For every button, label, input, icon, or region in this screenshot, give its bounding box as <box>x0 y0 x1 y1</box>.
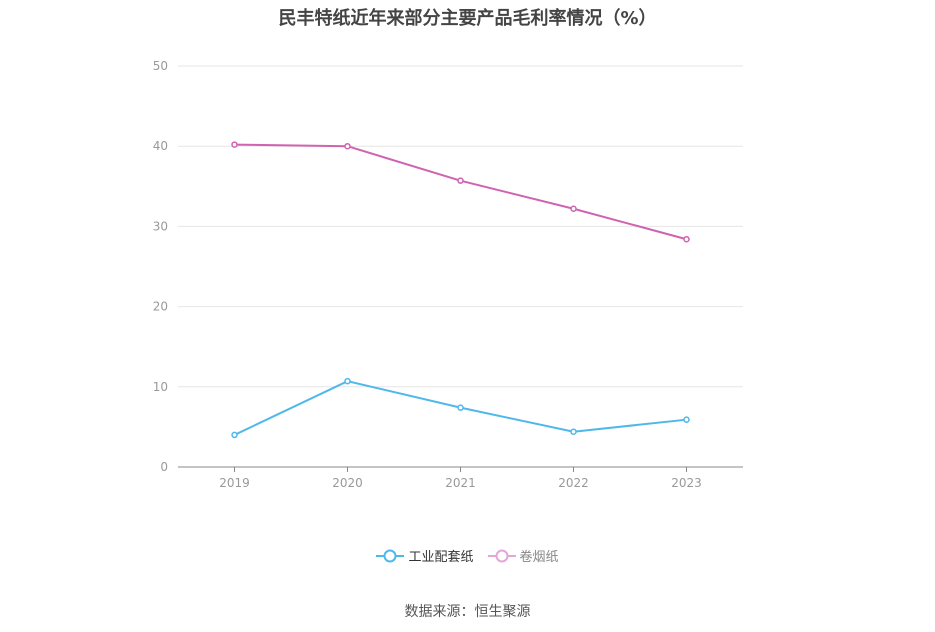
chart-title: 民丰特纸近年来部分主要产品毛利率情况（%） <box>278 8 657 29</box>
data-point-industrial-2020 <box>344 377 351 385</box>
y-tick-label-20: 20 <box>153 300 168 314</box>
x-tick-label-2022: 2022 <box>558 476 589 490</box>
x-tick-label-2019: 2019 <box>219 476 250 490</box>
y-tick-label-40: 40 <box>153 139 168 153</box>
x-tick-label-2021: 2021 <box>445 476 476 490</box>
data-point-cigarette-2021 <box>457 177 464 184</box>
data-point-cigarette-2020 <box>344 142 351 150</box>
data-point-cigarette-2023 <box>683 235 690 243</box>
legend-item-industrial[interactable]: 工业配套纸 <box>376 546 474 565</box>
y-tick-label-0: 0 <box>160 460 168 474</box>
y-tick-label-50: 50 <box>153 59 168 73</box>
y-tick-label-10: 10 <box>153 380 168 394</box>
series-line-cigarette <box>234 143 687 241</box>
x-tick-label-2023: 2023 <box>671 476 702 490</box>
data-point-industrial-2022 <box>570 428 577 435</box>
legend-label-cigarette: 卷烟纸 <box>519 550 559 565</box>
y-tick-label-30: 30 <box>153 219 168 233</box>
data-point-industrial-2023 <box>683 416 690 423</box>
data-point-cigarette-2022 <box>570 205 577 213</box>
legend-marker-industrial-icon <box>376 549 405 562</box>
data-source-note: 数据来源：恒生聚源 <box>404 604 531 620</box>
data-point-cigarette-2019 <box>231 141 238 148</box>
x-tick-label-2020: 2020 <box>332 476 363 490</box>
legend-marker-cigarette-icon <box>487 549 516 562</box>
legend-label-industrial: 工业配套纸 <box>408 550 474 565</box>
data-point-industrial-2021 <box>457 404 464 411</box>
data-point-industrial-2019 <box>231 431 238 439</box>
legend-item-cigarette[interactable]: 卷烟纸 <box>487 546 559 565</box>
legend: 工业配套纸 卷烟纸 <box>0 546 935 565</box>
